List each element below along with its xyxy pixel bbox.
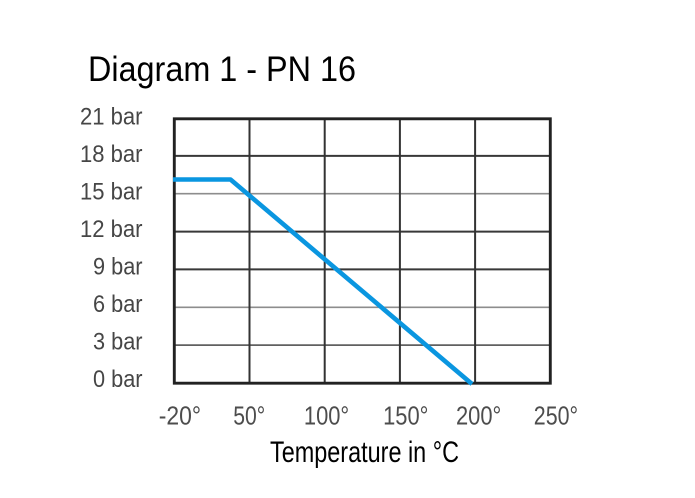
svg-text:12 bar: 12 bar (80, 216, 143, 243)
svg-text:18 bar: 18 bar (80, 141, 143, 168)
svg-text:9 bar: 9 bar (93, 254, 143, 281)
svg-text:50°: 50° (233, 403, 265, 431)
svg-text:150°: 150° (383, 403, 428, 431)
svg-text:0 bar: 0 bar (93, 366, 143, 393)
svg-text:-20°: -20° (159, 403, 201, 431)
svg-text:250°: 250° (534, 403, 578, 431)
svg-text:100°: 100° (304, 403, 349, 431)
svg-text:6 bar: 6 bar (93, 291, 143, 318)
svg-text:15 bar: 15 bar (80, 179, 143, 206)
svg-text:3 bar: 3 bar (93, 329, 143, 356)
svg-text:21 bar: 21 bar (80, 104, 143, 131)
svg-text:Diagram 1 - PN 16: Diagram 1 - PN 16 (88, 50, 356, 89)
svg-text:Temperature in °C: Temperature in °C (270, 436, 459, 469)
svg-text:200°: 200° (456, 403, 501, 431)
